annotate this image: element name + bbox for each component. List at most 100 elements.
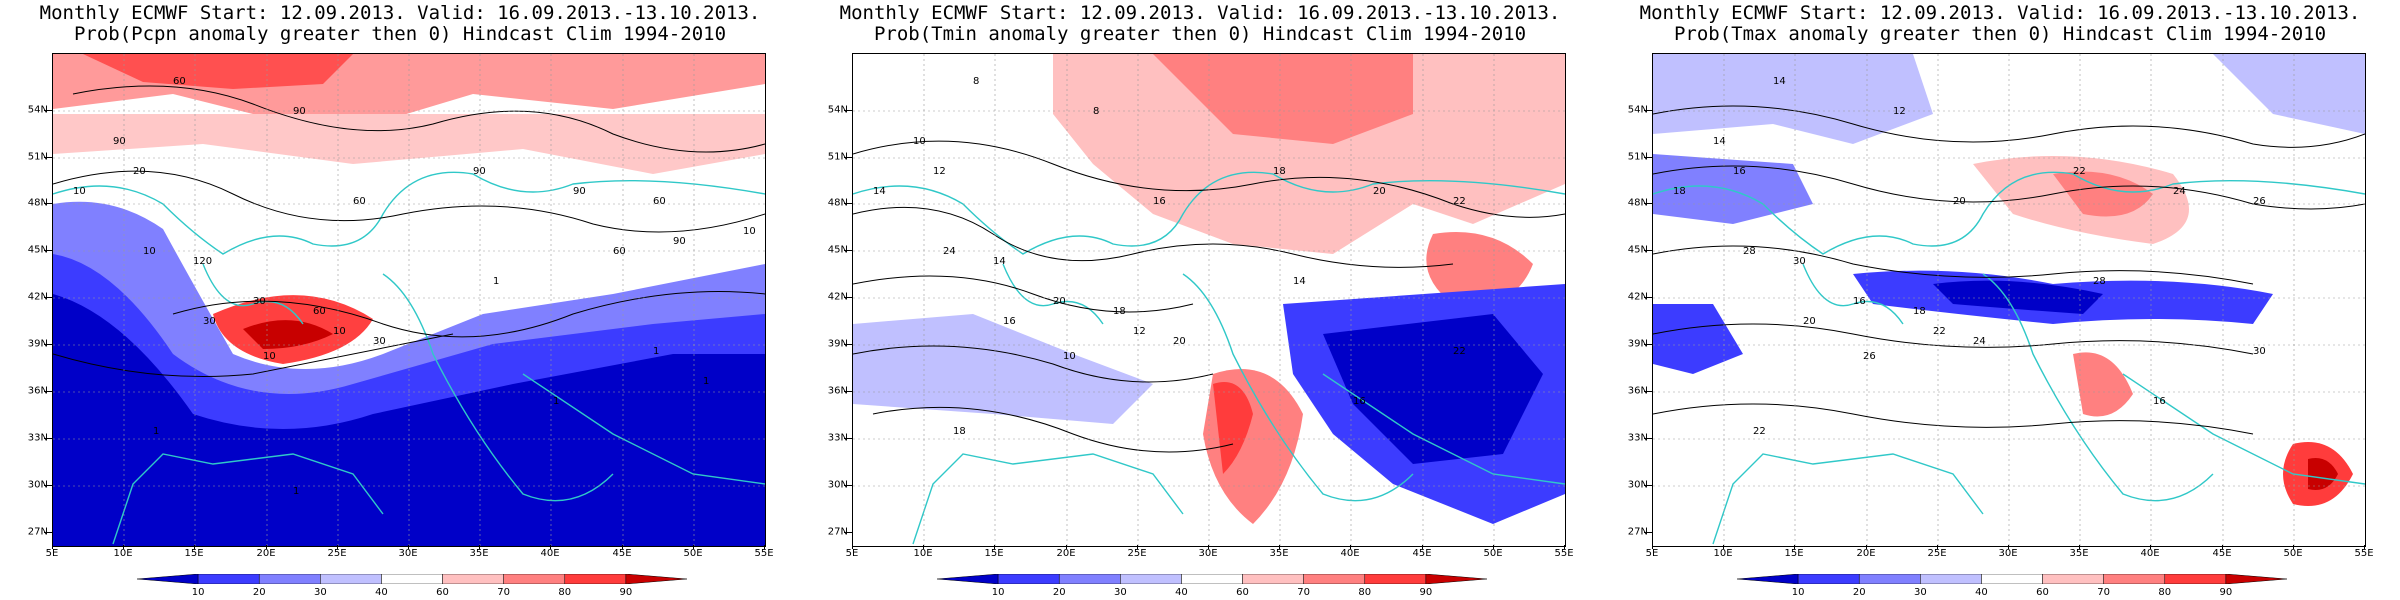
longitude-tick bbox=[1066, 545, 1067, 549]
panel-title-line2: Prob(Tmax anomaly greater then 0) Hindca… bbox=[1673, 23, 2327, 45]
latitude-tick bbox=[1644, 250, 1652, 251]
longitude-label: 55E bbox=[2354, 548, 2374, 559]
longitude-tick bbox=[622, 545, 623, 549]
contour-label: 22 bbox=[1453, 196, 1466, 207]
longitude-tick bbox=[2150, 545, 2151, 549]
latitude-label: 45N bbox=[827, 244, 848, 256]
longitude-label: 50E bbox=[2283, 548, 2303, 559]
contour-label: 1 bbox=[293, 486, 299, 497]
longitude-tick bbox=[52, 545, 53, 549]
contour-label: 14 bbox=[993, 256, 1006, 267]
map-area: 14 12 14 16 18 20 22 24 26 28 30 16 18 20 22 24 26 28 30 22… bbox=[1652, 53, 2366, 547]
contour-label: 16 bbox=[1733, 166, 1746, 177]
longitude-tick bbox=[337, 545, 338, 549]
longitude-label: 25E bbox=[1927, 548, 1947, 559]
latitude-label: 33N bbox=[27, 432, 48, 444]
longitude-label: 15E bbox=[1784, 548, 1804, 559]
latitude-label: 48N bbox=[827, 197, 848, 209]
latitude-label: 27N bbox=[27, 526, 48, 538]
colorbar-swatch bbox=[625, 574, 687, 584]
colorbar-swatch bbox=[197, 574, 260, 584]
colorbar-label: 80 bbox=[558, 587, 572, 598]
red-region bbox=[1426, 232, 1533, 306]
longitude-tick bbox=[266, 545, 267, 549]
longitude-tick bbox=[994, 545, 995, 549]
latitude-label: 36N bbox=[827, 385, 848, 397]
colorbar-swatch bbox=[564, 574, 627, 584]
contour-label: 12 bbox=[1893, 106, 1906, 117]
longitude-label: 5E bbox=[45, 548, 59, 559]
colorbar-swatch bbox=[2042, 574, 2104, 584]
latitude-tick bbox=[44, 485, 52, 486]
latitude-label: 39N bbox=[1627, 338, 1648, 350]
latitude-label: 51N bbox=[27, 151, 48, 163]
longitude-tick bbox=[1208, 545, 1209, 549]
contour-label: 30 bbox=[1793, 256, 1806, 267]
longitude-label: 45E bbox=[2212, 548, 2232, 559]
red-region bbox=[2053, 171, 2153, 217]
longitude-label: 40E bbox=[540, 548, 560, 559]
longitude-label: 30E bbox=[398, 548, 418, 559]
colorbar-swatch bbox=[1425, 574, 1487, 584]
colorbar-swatch bbox=[1058, 574, 1121, 584]
contour-label: 12 bbox=[1133, 326, 1146, 337]
latitude-tick bbox=[1644, 297, 1652, 298]
contour-label: 60 bbox=[653, 196, 666, 207]
longitude-label: 40E bbox=[1340, 548, 1360, 559]
contour-label: 16 bbox=[1353, 396, 1366, 407]
colorbar-swatch bbox=[1120, 574, 1182, 584]
longitude-label: 30E bbox=[1198, 548, 1218, 559]
blue-region bbox=[1653, 154, 1813, 224]
contour-label: 120 bbox=[193, 256, 212, 267]
blue-region bbox=[1653, 54, 1933, 144]
contour-label: 90 bbox=[293, 106, 306, 117]
longitude-tick bbox=[1564, 545, 1565, 549]
longitude-tick bbox=[693, 545, 694, 549]
contour-lines bbox=[1653, 105, 2365, 435]
latitude-tick bbox=[844, 110, 852, 111]
contour-label: 10 bbox=[73, 186, 86, 197]
map-svg: 8 8 10 12 14 16 18 20 22 24 14 20 18 16 12 20 10 14 22 18 16 bbox=[853, 54, 1565, 546]
colorbar-label: 90 bbox=[2219, 587, 2233, 598]
longitude-label: 15E bbox=[184, 548, 204, 559]
colorbar-label: 60 bbox=[1236, 587, 1249, 598]
colorbar-label: 40 bbox=[1175, 587, 1188, 598]
contour-label: 28 bbox=[1743, 246, 1756, 257]
contour-label: 90 bbox=[473, 166, 486, 177]
longitude-tick bbox=[123, 545, 124, 549]
panel-title-line2: Prob(Tmin anomaly greater then 0) Hindca… bbox=[873, 23, 1527, 45]
longitude-label: 35E bbox=[469, 548, 489, 559]
blue-region bbox=[1933, 280, 2103, 314]
contour-label: 20 bbox=[1173, 336, 1186, 347]
red-region bbox=[1153, 54, 1413, 144]
colorbar-swatch bbox=[1858, 574, 1921, 584]
map-area: 60 90 90 20 10 60 90 90 60 10 120 30 60 30 10 30 10 1 1 1 1 1… bbox=[52, 53, 766, 547]
colorbar-label: 20 bbox=[1052, 587, 1066, 598]
colorbar-swatch bbox=[2103, 574, 2166, 584]
latitude-label: 54N bbox=[827, 104, 848, 116]
latitude-label: 42N bbox=[827, 291, 848, 303]
contour-label: 60 bbox=[173, 76, 186, 87]
latitude-tick bbox=[44, 391, 52, 392]
longitude-label: 40E bbox=[2140, 548, 2160, 559]
colorbar-swatch bbox=[2164, 574, 2227, 584]
latitude-tick bbox=[1644, 438, 1652, 439]
contour-label: 10 bbox=[143, 246, 156, 257]
longitude-tick bbox=[2293, 545, 2294, 549]
contour-label: 90 bbox=[113, 136, 126, 147]
contour-lines bbox=[853, 140, 1565, 453]
colorbar-swatch bbox=[997, 574, 1060, 584]
latitude-tick bbox=[1644, 344, 1652, 345]
panel-tmin: Monthly ECMWF Start: 12.09.2013. Valid: … bbox=[800, 0, 1600, 600]
latitude-tick bbox=[44, 157, 52, 158]
longitude-tick bbox=[1350, 545, 1351, 549]
longitude-tick bbox=[408, 545, 409, 549]
longitude-label: 45E bbox=[1412, 548, 1432, 559]
latitude-label: 36N bbox=[1627, 385, 1648, 397]
latitude-label: 30N bbox=[827, 479, 848, 491]
colorbar-swatch bbox=[1242, 574, 1304, 584]
latitude-label: 30N bbox=[1627, 479, 1648, 491]
colorbar-label: 80 bbox=[2158, 587, 2172, 598]
contour-label: 60 bbox=[613, 246, 626, 257]
contour-label: 16 bbox=[2153, 396, 2166, 407]
